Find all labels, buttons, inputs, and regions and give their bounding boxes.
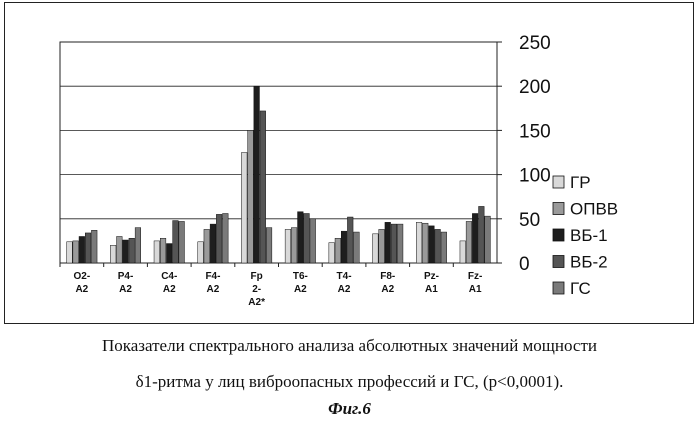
bar xyxy=(179,221,185,263)
legend-swatch xyxy=(553,282,564,294)
x-tick-label: T6-A2 xyxy=(293,271,308,295)
bar xyxy=(429,226,435,263)
x-tick-label: C4-A2 xyxy=(161,271,177,295)
bar xyxy=(397,224,403,263)
x-tick-label: Fp2-A2* xyxy=(248,271,265,308)
x-tick-label: Fz-A1 xyxy=(468,271,482,295)
bar xyxy=(79,236,85,263)
legend-swatch xyxy=(553,203,564,215)
bar xyxy=(441,232,447,263)
bar xyxy=(466,221,472,263)
bar xyxy=(110,245,116,263)
bar xyxy=(435,229,441,263)
bar xyxy=(135,228,141,263)
bar xyxy=(241,153,247,264)
y-tick-label: 150 xyxy=(519,121,551,142)
legend-label: ГС xyxy=(570,279,591,298)
legend-swatch xyxy=(553,229,564,241)
legend-label: ВБ-1 xyxy=(570,226,608,245)
legend-label: ОПВВ xyxy=(570,200,618,219)
bar xyxy=(166,244,172,263)
legend-swatch xyxy=(553,176,564,188)
bar xyxy=(354,232,360,263)
bar xyxy=(472,213,478,263)
y-tick-label: 0 xyxy=(519,254,530,275)
caption-line-1: Показатели спектрального анализа абсолют… xyxy=(0,336,699,356)
bar xyxy=(310,219,316,263)
bar xyxy=(254,86,260,263)
x-tick-label: Pz-A1 xyxy=(424,271,439,295)
legend-label: ГР xyxy=(570,173,591,192)
bar xyxy=(154,241,160,263)
bar xyxy=(266,228,272,263)
bar xyxy=(373,234,379,263)
bar xyxy=(198,242,204,263)
bar xyxy=(304,213,310,263)
bar xyxy=(391,224,397,263)
bar xyxy=(385,222,391,263)
bar xyxy=(223,213,229,263)
bar xyxy=(379,229,385,263)
bar-chart: 0 50 100 150 200 250 O2-A2 P4-A2 C4-A2 F4-A2 Fp2-A… xyxy=(0,0,699,330)
bar xyxy=(298,212,304,263)
x-tick-label: P4-A2 xyxy=(118,271,134,295)
bar xyxy=(248,130,254,263)
bar xyxy=(129,238,135,263)
bar xyxy=(341,231,347,263)
bar xyxy=(67,242,73,263)
bar xyxy=(204,229,210,263)
bar xyxy=(173,221,179,263)
y-tick-label: 50 xyxy=(519,210,540,231)
bar xyxy=(347,217,353,263)
bar xyxy=(160,238,166,263)
x-tick-label: T4-A2 xyxy=(337,271,352,295)
y-tick-label: 250 xyxy=(519,33,551,54)
bar xyxy=(285,229,291,263)
bar xyxy=(422,223,428,263)
bar xyxy=(479,206,485,263)
bar xyxy=(260,111,266,263)
bar xyxy=(117,236,123,263)
x-tick-label: F4-A2 xyxy=(205,271,220,295)
bar xyxy=(210,224,216,263)
y-tick-label: 100 xyxy=(519,166,551,187)
figure-label: Фиг.6 xyxy=(0,399,699,419)
bar xyxy=(85,233,91,263)
bar xyxy=(73,241,79,263)
bar xyxy=(91,230,97,263)
bar xyxy=(460,241,466,263)
legend-swatch xyxy=(553,256,564,268)
y-tick-label: 200 xyxy=(519,77,551,98)
bar xyxy=(416,222,422,263)
x-tick-label: O2-A2 xyxy=(74,271,91,295)
bar xyxy=(123,240,129,263)
bar xyxy=(291,228,297,263)
bar xyxy=(485,216,491,263)
caption-line-2: δ1-ритма у лиц виброопасных профессий и … xyxy=(0,372,699,392)
x-tick-label: F8-A2 xyxy=(380,271,395,295)
legend-label: ВБ-2 xyxy=(570,253,608,272)
bar xyxy=(329,243,335,263)
bar xyxy=(216,214,222,263)
bar xyxy=(335,238,341,263)
